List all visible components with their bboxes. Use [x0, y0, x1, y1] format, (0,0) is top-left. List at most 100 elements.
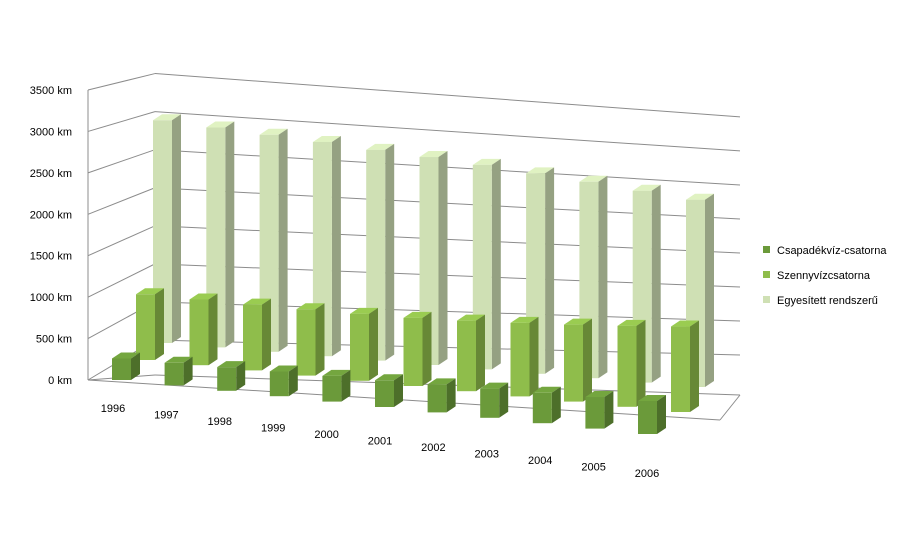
bar-front-face: [403, 317, 423, 386]
legend-swatch: [763, 246, 770, 253]
bar-0-0: [112, 352, 140, 380]
bar-front-face: [269, 371, 289, 397]
bar-side-face: [341, 369, 351, 402]
bar-top-face: [686, 193, 714, 200]
bar-1-10: [671, 320, 699, 412]
bar-front-face: [189, 299, 209, 366]
x-tick-label: 2001: [368, 436, 392, 448]
bar-side-face: [315, 303, 325, 376]
bar-top-face: [206, 121, 235, 128]
bar-top-face: [472, 158, 501, 165]
gridline-side: [87, 187, 156, 215]
bar-2-1: [206, 121, 235, 348]
bar-front-face: [243, 304, 262, 371]
bar-0-7: [480, 382, 509, 418]
bar-1-5: [403, 311, 432, 386]
x-tick-label: 2002: [421, 442, 445, 454]
bar-front-face: [312, 141, 332, 357]
y-tick-label: 500 km: [36, 334, 72, 346]
bar-front-face: [585, 397, 605, 429]
x-tick-label: 2003: [475, 449, 499, 461]
bar-front-face: [480, 388, 500, 418]
bar-side-face: [131, 352, 140, 380]
gridline-side: [87, 111, 156, 132]
bar-2-2: [259, 128, 288, 352]
bar-front-face: [206, 127, 226, 348]
legend: Csapadékvíz-csatorna Szennyvízcsatorna Egy…: [763, 245, 887, 307]
bar-side-face: [208, 293, 218, 366]
x-tick-label: 1999: [261, 423, 285, 435]
bar-top-face: [532, 386, 561, 393]
bar-top-face: [153, 114, 181, 121]
bar-side-face: [278, 128, 288, 352]
bar-side-face: [172, 114, 181, 343]
x-tick-label: 2005: [581, 462, 605, 474]
bar-front-face: [136, 294, 155, 360]
bar-side-face: [438, 151, 448, 365]
bar-0-5: [375, 374, 403, 407]
bar-front-face: [510, 322, 530, 397]
legend-item: Egyesített rendszerű: [763, 295, 878, 307]
bar-1-7: [510, 316, 539, 397]
bar-top-face: [312, 135, 341, 142]
bars: [112, 114, 714, 434]
bar-front-face: [427, 384, 447, 413]
bar-top-face: [269, 365, 298, 372]
bar-side-face: [288, 365, 298, 397]
bar-front-face: [375, 380, 394, 407]
legend-label: Csapadékvíz-csatorna: [777, 245, 887, 257]
bar-side-face: [236, 361, 246, 391]
bar-side-face: [598, 175, 608, 379]
legend-item: Csapadékvíz-csatorna: [763, 245, 887, 257]
bar-front-face: [153, 120, 172, 343]
bar-top-face: [217, 361, 246, 368]
bar-front-face: [112, 358, 131, 380]
bar-side-face: [583, 318, 592, 402]
bar-top-face: [350, 307, 378, 314]
bar-top-face: [526, 167, 555, 174]
bar-top-face: [403, 311, 432, 318]
bar-side-face: [491, 158, 501, 370]
bar-side-face: [690, 320, 699, 412]
x-tick-label: 1996: [101, 403, 125, 415]
bar-0-3: [269, 365, 298, 397]
bar-0-8: [532, 386, 561, 424]
bar-front-face: [564, 324, 583, 402]
bar-top-face: [366, 143, 395, 150]
gridline-side: [87, 149, 156, 174]
gridline-back: [154, 111, 741, 152]
bar-top-face: [427, 378, 456, 385]
bar-top-face: [296, 303, 325, 310]
bar-1-9: [617, 319, 646, 407]
y-tick-label: 1000 km: [30, 292, 72, 304]
x-tick-label: 2004: [528, 455, 552, 467]
bar-side-face: [604, 391, 614, 429]
gridline-back: [154, 73, 741, 118]
bar-front-face: [532, 392, 552, 424]
bar-top-face: [638, 394, 666, 401]
bar-0-1: [164, 356, 193, 386]
y-axis-ticks: 0 km 500 km 1000 km 1500 km 2000 km 2500 km 30…: [30, 85, 72, 387]
y-tick-label: 2000 km: [30, 209, 72, 221]
gridline-side: [87, 263, 156, 298]
bar-side-face: [369, 307, 378, 381]
bar-side-face: [155, 288, 164, 360]
y-tick-label: 2500 km: [30, 168, 72, 180]
bar-top-face: [585, 391, 614, 398]
bar-top-face: [579, 175, 608, 182]
y-tick-label: 0 km: [48, 375, 72, 387]
gridline-side: [87, 225, 156, 257]
bar-side-face: [529, 316, 539, 397]
x-tick-label: 2006: [635, 468, 659, 480]
bar-2-3: [312, 135, 341, 357]
y-tick-label: 3000 km: [30, 126, 72, 138]
bar-top-face: [112, 352, 140, 359]
bar-0-9: [585, 391, 614, 429]
bar-side-face: [446, 378, 456, 413]
gridline-side: [87, 73, 156, 91]
bar-1-1: [189, 293, 218, 366]
bar-top-face: [243, 298, 271, 305]
bar-front-face: [322, 375, 342, 402]
bar-side-face: [225, 121, 235, 348]
bar-top-face: [189, 293, 218, 300]
